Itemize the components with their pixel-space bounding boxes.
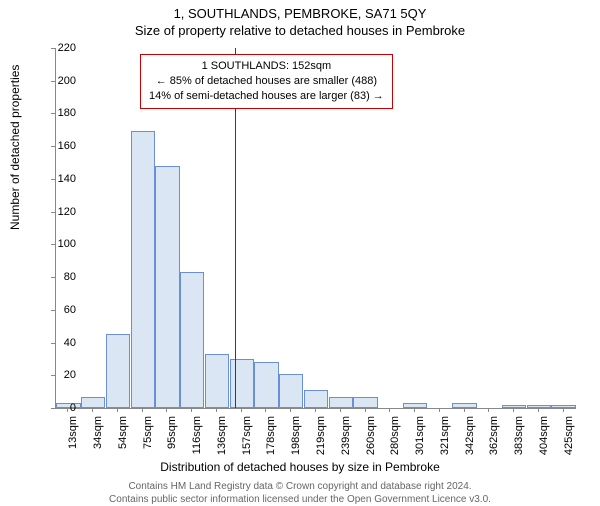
histogram-bar — [131, 131, 155, 408]
x-tick-mark — [513, 408, 514, 412]
x-tick-label: 75sqm — [142, 416, 154, 466]
x-tick-mark — [439, 408, 440, 412]
info-line-3: 14% of semi-detached houses are larger (… — [149, 89, 384, 104]
x-axis-label: Distribution of detached houses by size … — [0, 460, 600, 474]
x-tick-mark — [488, 408, 489, 412]
x-tick-label: 178sqm — [265, 416, 277, 466]
x-tick-mark — [563, 408, 564, 412]
histogram-bar — [551, 405, 575, 408]
info-line-1: 1 SOUTHLANDS: 152sqm — [149, 59, 384, 74]
histogram-bar — [353, 397, 377, 408]
x-tick-label: 425sqm — [563, 416, 575, 466]
histogram-bar — [106, 334, 130, 408]
x-tick-mark — [216, 408, 217, 412]
histogram-bar — [329, 397, 353, 408]
x-tick-label: 116sqm — [191, 416, 203, 466]
x-tick-mark — [92, 408, 93, 412]
x-tick-mark — [464, 408, 465, 412]
page-subtitle: Size of property relative to detached ho… — [0, 21, 600, 38]
x-tick-mark — [265, 408, 266, 412]
y-tick-mark — [51, 244, 55, 245]
y-tick-mark — [51, 48, 55, 49]
y-tick-mark — [51, 146, 55, 147]
y-tick-mark — [51, 277, 55, 278]
footer: Contains HM Land Registry data © Crown c… — [0, 480, 600, 506]
info-box: 1 SOUTHLANDS: 152sqm ← 85% of detached h… — [140, 54, 393, 109]
histogram-bar — [527, 405, 551, 408]
x-tick-label: 157sqm — [241, 416, 253, 466]
footer-line-1: Contains HM Land Registry data © Crown c… — [0, 480, 600, 493]
x-tick-label: 198sqm — [290, 416, 302, 466]
y-tick-mark — [51, 81, 55, 82]
y-tick-mark — [51, 375, 55, 376]
histogram-bar — [81, 397, 105, 408]
y-tick-mark — [51, 212, 55, 213]
x-tick-mark — [340, 408, 341, 412]
y-tick-mark — [51, 113, 55, 114]
y-tick-mark — [51, 343, 55, 344]
x-tick-label: 219sqm — [315, 416, 327, 466]
x-tick-mark — [117, 408, 118, 412]
histogram-bar — [279, 374, 303, 408]
x-tick-mark — [365, 408, 366, 412]
x-tick-mark — [315, 408, 316, 412]
x-tick-label: 136sqm — [216, 416, 228, 466]
x-tick-mark — [414, 408, 415, 412]
chart-container: 1, SOUTHLANDS, PEMBROKE, SA71 5QY Size o… — [0, 0, 600, 500]
x-tick-label: 404sqm — [538, 416, 550, 466]
y-tick-mark — [51, 408, 55, 409]
info-line-2: ← 85% of detached houses are smaller (48… — [149, 74, 384, 89]
x-tick-label: 54sqm — [117, 416, 129, 466]
y-axis-label: Number of detached properties — [8, 65, 22, 230]
x-tick-label: 260sqm — [365, 416, 377, 466]
x-tick-mark — [191, 408, 192, 412]
x-tick-label: 34sqm — [92, 416, 104, 466]
x-tick-label: 301sqm — [414, 416, 426, 466]
x-tick-label: 383sqm — [513, 416, 525, 466]
x-tick-label: 13sqm — [67, 416, 79, 466]
histogram-bar — [254, 362, 278, 408]
x-tick-mark — [389, 408, 390, 412]
histogram-bar — [230, 359, 254, 408]
x-tick-mark — [142, 408, 143, 412]
x-tick-mark — [166, 408, 167, 412]
y-tick-mark — [51, 310, 55, 311]
x-tick-label: 321sqm — [439, 416, 451, 466]
x-tick-label: 239sqm — [340, 416, 352, 466]
x-tick-mark — [241, 408, 242, 412]
histogram-bar — [155, 166, 179, 408]
x-tick-label: 362sqm — [488, 416, 500, 466]
page-title: 1, SOUTHLANDS, PEMBROKE, SA71 5QY — [0, 0, 600, 21]
x-tick-label: 280sqm — [389, 416, 401, 466]
x-tick-mark — [290, 408, 291, 412]
x-tick-label: 342sqm — [464, 416, 476, 466]
x-tick-mark — [67, 408, 68, 412]
histogram-bar — [304, 390, 328, 408]
histogram-bar — [452, 403, 476, 408]
histogram-bar — [180, 272, 204, 408]
x-tick-label: 95sqm — [166, 416, 178, 466]
x-tick-mark — [538, 408, 539, 412]
histogram-bar — [205, 354, 229, 408]
y-tick-mark — [51, 179, 55, 180]
